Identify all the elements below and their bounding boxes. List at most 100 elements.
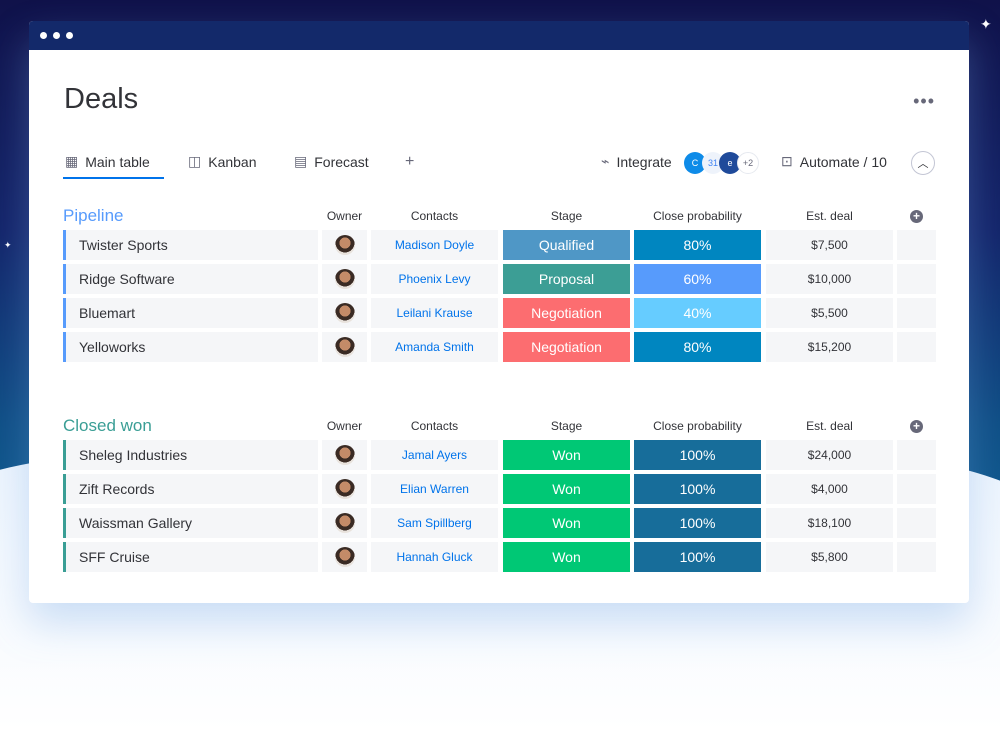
avatar: [334, 235, 355, 255]
est-deal[interactable]: $4,000: [766, 474, 893, 504]
column-header[interactable]: Est. deal: [806, 419, 853, 433]
owner-cell[interactable]: [322, 230, 367, 260]
stage-status[interactable]: Won: [503, 474, 630, 504]
row-color-indicator: [63, 508, 66, 538]
column-header[interactable]: Owner: [326, 419, 363, 433]
empty-cell[interactable]: [897, 298, 936, 328]
owner-cell[interactable]: [322, 264, 367, 294]
tab-forecast[interactable]: ▤ Forecast: [294, 153, 369, 170]
column-header[interactable]: Contacts: [410, 419, 459, 433]
row-color-indicator: [63, 542, 66, 572]
row-color-indicator: [63, 332, 66, 362]
close-probability[interactable]: 100%: [634, 508, 761, 538]
more-integrations-badge[interactable]: +2: [737, 152, 759, 174]
contact-link[interactable]: Sam Spillberg: [371, 508, 498, 538]
contact-link[interactable]: Amanda Smith: [371, 332, 498, 362]
owner-cell[interactable]: [322, 440, 367, 470]
empty-cell[interactable]: [897, 230, 936, 260]
est-deal[interactable]: $18,100: [766, 508, 893, 538]
contact-link[interactable]: Leilani Krause: [371, 298, 498, 328]
column-header[interactable]: Owner: [326, 209, 363, 223]
contact-link[interactable]: Jamal Ayers: [371, 440, 498, 470]
close-probability[interactable]: 100%: [634, 542, 761, 572]
est-deal[interactable]: $10,000: [766, 264, 893, 294]
add-column-button[interactable]: +: [910, 420, 923, 433]
stage-status[interactable]: Qualified: [503, 230, 630, 260]
add-view-button[interactable]: +: [405, 153, 415, 170]
owner-cell[interactable]: [322, 542, 367, 572]
stage-status[interactable]: Won: [503, 542, 630, 572]
column-header[interactable]: Close probability: [653, 419, 742, 433]
item-name[interactable]: Ridge Software: [66, 264, 318, 294]
close-probability[interactable]: 80%: [634, 230, 761, 260]
tab-kanban[interactable]: ◫ Kanban: [188, 153, 257, 170]
empty-cell[interactable]: [897, 508, 936, 538]
item-name[interactable]: Zift Records: [66, 474, 318, 504]
column-header[interactable]: Contacts: [410, 209, 459, 223]
avatar: [334, 479, 355, 499]
avatar: [334, 445, 355, 465]
est-deal[interactable]: $5,500: [766, 298, 893, 328]
sparkle-icon: ✦: [980, 16, 992, 32]
est-deal[interactable]: $7,500: [766, 230, 893, 260]
integrate-button[interactable]: ⌁ Integrate: [601, 153, 672, 170]
automate-button[interactable]: ⊡ Automate / 10: [781, 153, 887, 170]
robot-icon: ⊡: [781, 153, 793, 169]
owner-cell[interactable]: [322, 332, 367, 362]
active-tab-underline: [63, 177, 164, 179]
row-color-indicator: [63, 264, 66, 294]
empty-cell[interactable]: [897, 474, 936, 504]
integrate-label: Integrate: [616, 153, 672, 170]
stage-status[interactable]: Negotiation: [503, 298, 630, 328]
item-name[interactable]: Waissman Gallery: [66, 508, 318, 538]
owner-cell[interactable]: [322, 508, 367, 538]
stage-status[interactable]: Won: [503, 440, 630, 470]
contact-link[interactable]: Phoenix Levy: [371, 264, 498, 294]
chart-icon: ▤: [294, 153, 308, 169]
item-name[interactable]: Yelloworks: [66, 332, 318, 362]
close-probability[interactable]: 40%: [634, 298, 761, 328]
row-color-indicator: [63, 440, 66, 470]
calendar-integration-icon: 31: [702, 152, 724, 174]
empty-cell[interactable]: [897, 542, 936, 572]
empty-cell[interactable]: [897, 332, 936, 362]
empty-cell[interactable]: [897, 440, 936, 470]
tab-label: Main table: [85, 153, 150, 170]
stage-status[interactable]: Proposal: [503, 264, 630, 294]
column-header[interactable]: Est. deal: [806, 209, 853, 223]
row-color-indicator: [63, 230, 66, 260]
close-probability[interactable]: 100%: [634, 440, 761, 470]
column-header[interactable]: Stage: [550, 209, 583, 223]
empty-cell[interactable]: [897, 264, 936, 294]
group-title[interactable]: Closed won: [63, 416, 152, 435]
close-probability[interactable]: 80%: [634, 332, 761, 362]
est-deal[interactable]: $15,200: [766, 332, 893, 362]
item-name[interactable]: SFF Cruise: [66, 542, 318, 572]
row-color-indicator: [63, 474, 66, 504]
contact-link[interactable]: Elian Warren: [371, 474, 498, 504]
est-deal[interactable]: $5,800: [766, 542, 893, 572]
group-title[interactable]: Pipeline: [63, 206, 124, 225]
owner-cell[interactable]: [322, 298, 367, 328]
item-name[interactable]: Twister Sports: [66, 230, 318, 260]
app-window: Deals ••• ▦ Main table ◫ Kanban ▤ Forecast …: [29, 21, 969, 603]
close-probability[interactable]: 60%: [634, 264, 761, 294]
stage-status[interactable]: Negotiation: [503, 332, 630, 362]
owner-cell[interactable]: [322, 474, 367, 504]
add-column-button[interactable]: +: [910, 210, 923, 223]
tab-main-table[interactable]: ▦ Main table: [65, 153, 150, 170]
avatar: [334, 547, 355, 567]
avatar: [334, 337, 355, 357]
contact-link[interactable]: Hannah Gluck: [371, 542, 498, 572]
more-options-button[interactable]: •••: [913, 91, 935, 111]
column-header[interactable]: Stage: [550, 419, 583, 433]
close-probability[interactable]: 100%: [634, 474, 761, 504]
est-deal[interactable]: $24,000: [766, 440, 893, 470]
column-header[interactable]: Close probability: [653, 209, 742, 223]
contact-link[interactable]: Madison Doyle: [371, 230, 498, 260]
collapse-chevron-up-icon[interactable]: ︿: [911, 151, 935, 175]
item-name[interactable]: Bluemart: [66, 298, 318, 328]
stage-status[interactable]: Won: [503, 508, 630, 538]
item-name[interactable]: Sheleg Industries: [66, 440, 318, 470]
avatar: [334, 303, 355, 323]
